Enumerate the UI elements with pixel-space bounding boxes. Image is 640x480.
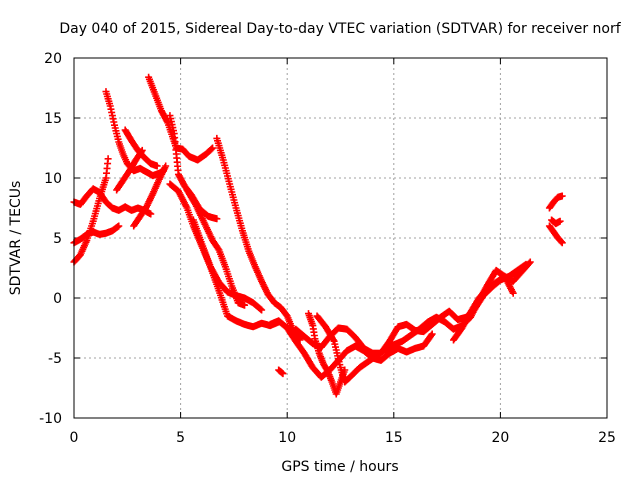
series-arc-19 bbox=[545, 192, 566, 212]
data-marks bbox=[70, 73, 566, 398]
data-point bbox=[428, 330, 436, 338]
series-arc-3 bbox=[70, 222, 123, 247]
x-tick-label: 10 bbox=[278, 430, 296, 446]
y-tick-label: 5 bbox=[53, 231, 62, 247]
data-point bbox=[427, 331, 435, 339]
series-arc-1 bbox=[70, 155, 112, 266]
data-point bbox=[329, 336, 337, 344]
series-arc-4 bbox=[102, 88, 168, 180]
y-tick-label: 20 bbox=[44, 51, 62, 67]
data-point bbox=[241, 301, 249, 309]
data-point bbox=[557, 238, 565, 246]
series-arc-5 bbox=[121, 126, 161, 170]
series-arc-6 bbox=[113, 146, 146, 194]
data-point bbox=[525, 259, 533, 267]
data-point bbox=[558, 239, 566, 247]
data-point bbox=[279, 370, 287, 378]
x-tick-label: 5 bbox=[176, 430, 185, 446]
data-point bbox=[526, 258, 534, 266]
y-tick-label: -5 bbox=[48, 351, 62, 367]
data-point bbox=[556, 217, 564, 225]
data-point bbox=[115, 222, 123, 230]
axis-ticks: 0 5 10 15 20 25 -10 -5 0 5 10 15 20 bbox=[39, 51, 616, 446]
series-arc-21 bbox=[548, 216, 564, 228]
series-arc-13 bbox=[213, 134, 304, 344]
data-point bbox=[209, 144, 217, 152]
chart-title: Day 040 of 2015, Sidereal Day-to-day VTE… bbox=[59, 21, 621, 37]
data-point bbox=[509, 289, 517, 297]
data-point bbox=[138, 146, 146, 154]
data-point bbox=[153, 162, 161, 170]
series-arc-12 bbox=[189, 216, 283, 331]
x-tick-label: 25 bbox=[598, 430, 616, 446]
series-arc-20 bbox=[545, 222, 566, 247]
x-tick-label: 20 bbox=[491, 430, 509, 446]
x-axis-label: GPS time / hours bbox=[281, 459, 398, 475]
series-arc-11 bbox=[183, 186, 249, 309]
y-axis-label: SDTVAR / TECUs bbox=[8, 181, 24, 296]
data-point bbox=[558, 192, 566, 200]
x-tick-label: 0 bbox=[70, 430, 79, 446]
data-point bbox=[162, 162, 170, 170]
series-outlier bbox=[275, 366, 287, 378]
y-tick-label: 10 bbox=[44, 171, 62, 187]
data-point bbox=[137, 148, 145, 156]
y-tick-label: -10 bbox=[39, 411, 62, 427]
series-arc-7 bbox=[130, 162, 170, 230]
y-tick-label: 15 bbox=[44, 111, 62, 127]
data-point bbox=[341, 366, 349, 374]
series-arc-17 bbox=[305, 310, 349, 398]
data-point bbox=[208, 145, 216, 153]
data-point bbox=[258, 306, 266, 314]
y-tick-label: 0 bbox=[53, 291, 62, 307]
data-point bbox=[104, 155, 112, 163]
data-point bbox=[147, 210, 155, 218]
plot-frame bbox=[73, 57, 608, 419]
data-point bbox=[213, 215, 221, 223]
series-arc-18 bbox=[449, 258, 534, 344]
x-tick-label: 15 bbox=[385, 430, 403, 446]
